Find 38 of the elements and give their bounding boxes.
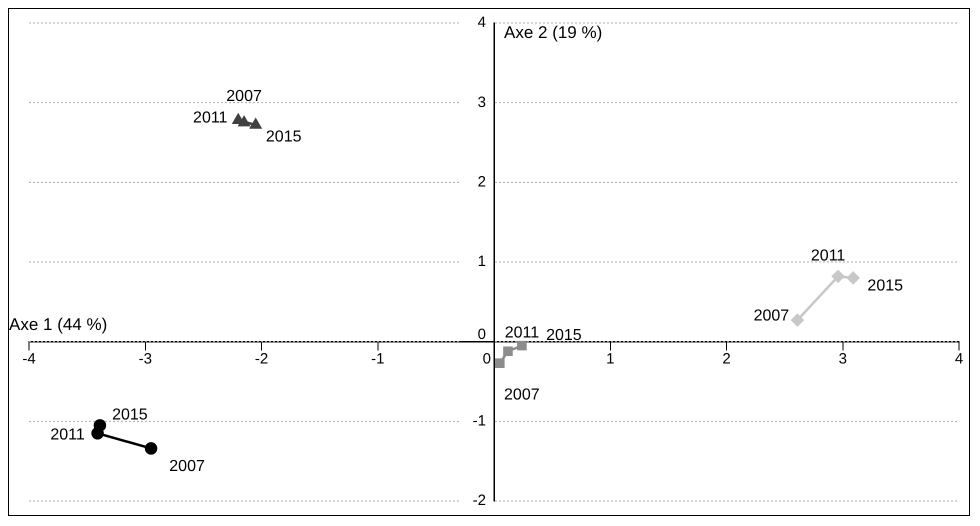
point [846,272,860,284]
annotation: 2011 [504,324,540,342]
y-tick-label: -1 [472,412,486,430]
annotation: 2011 [50,426,85,444]
x-tick-label: -1 [371,350,384,368]
annotation: 2007 [169,458,205,475]
y-tick-label: 3 [478,94,486,111]
point [503,346,513,356]
annotation: 2015 [867,277,904,294]
x-tick-label: 2 [722,350,731,368]
x-tick-label: -4 [22,350,36,368]
annotation: 2011 [193,110,228,127]
y-tick-label: -2 [472,492,486,510]
annotation: 2015 [266,128,302,146]
y-tick-label: 1 [478,253,486,270]
y-axis-title: Axe 2 (19 %) [504,23,602,42]
point [791,314,804,326]
point [517,340,527,350]
annotation: 2015 [546,327,582,344]
annotation: 2007 [504,386,540,404]
annotation: 2007 [226,88,262,105]
y-tick-label: 4 [478,14,486,32]
y-tick-label: 0 [478,326,486,343]
point [495,358,505,368]
point [94,419,106,432]
point [250,118,262,129]
x-tick-label: -2 [254,350,268,368]
annotation: 2015 [112,406,148,424]
x-tick-label: 1 [606,350,614,368]
x-tick-label: 3 [838,350,847,368]
annotation: 2007 [754,308,790,325]
x-tick-label: -3 [138,350,152,368]
x-axis-title: Axe 1 (44 %) [9,314,108,334]
y-tick-label: 2 [478,173,486,190]
point [832,270,844,283]
x-tick-label: 4 [954,350,964,368]
point [144,442,158,455]
annotation: 2011 [810,248,846,265]
